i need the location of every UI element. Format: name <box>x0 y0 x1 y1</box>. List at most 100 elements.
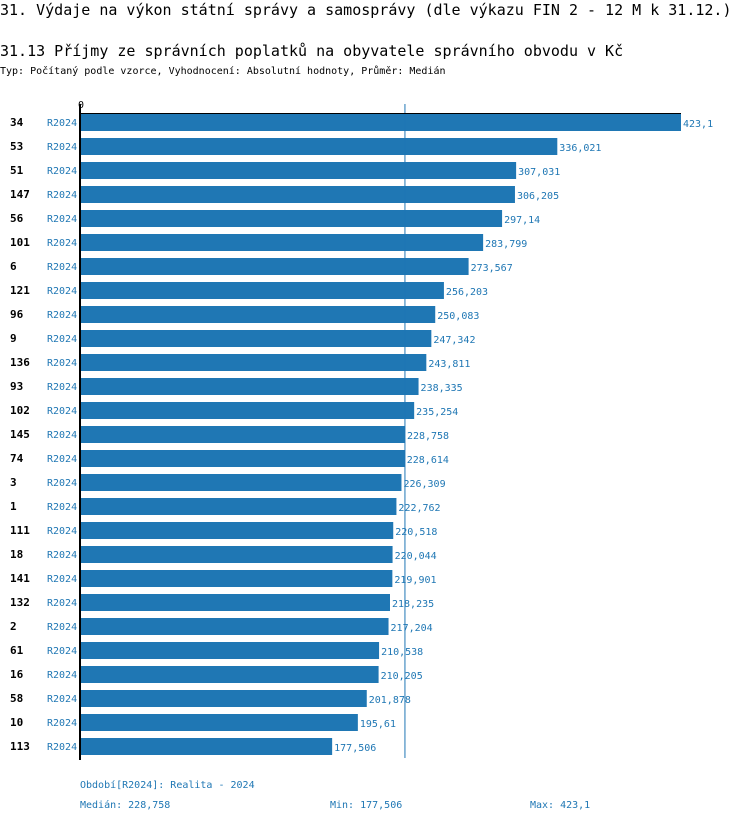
category-label: 18 <box>10 548 23 561</box>
series-label: R2024 <box>47 742 77 753</box>
series-label: R2024 <box>47 694 77 705</box>
category-label: 9 <box>10 332 17 345</box>
bar <box>80 306 436 323</box>
footer-median: Medián: 228,758 <box>80 799 170 811</box>
series-label: R2024 <box>47 382 77 393</box>
value-label: 210,538 <box>381 647 423 658</box>
series-label: R2024 <box>47 598 77 609</box>
bar <box>80 618 389 635</box>
category-label: 132 <box>10 596 30 609</box>
bar <box>80 162 517 179</box>
series-label: R2024 <box>47 190 77 201</box>
bar <box>80 402 415 419</box>
category-label: 10 <box>10 716 23 729</box>
value-label: 217,204 <box>391 623 433 634</box>
bar <box>80 114 681 131</box>
category-label: 113 <box>10 740 30 753</box>
category-label: 93 <box>10 380 23 393</box>
category-label: 111 <box>10 524 30 537</box>
bar <box>80 522 394 539</box>
series-label: R2024 <box>47 478 77 489</box>
bar <box>80 714 358 731</box>
series-label: R2024 <box>47 502 77 513</box>
category-label: 3 <box>10 476 17 489</box>
series-label: R2024 <box>47 286 77 297</box>
value-label: 219,901 <box>394 575 436 586</box>
series-label: R2024 <box>47 574 77 585</box>
category-label: 16 <box>10 668 24 681</box>
value-label: 210,205 <box>381 671 423 682</box>
footer-period: Období[R2024]: Realita - 2024 <box>80 779 255 791</box>
category-label: 56 <box>10 212 24 225</box>
axis-zero-label: 0 <box>78 100 84 111</box>
series-label: R2024 <box>47 166 77 177</box>
value-label: 238,335 <box>421 383 463 394</box>
category-label: 96 <box>10 308 24 321</box>
footer-min: Min: 177,506 <box>330 800 402 811</box>
category-label: 6 <box>10 260 17 273</box>
bar <box>80 450 405 467</box>
bar <box>80 234 484 251</box>
value-label: 201,878 <box>369 695 411 706</box>
bar <box>80 282 444 299</box>
value-label: 235,254 <box>416 407 458 418</box>
bar <box>80 546 393 563</box>
value-label: 283,799 <box>485 239 527 250</box>
value-label: 220,518 <box>395 527 437 538</box>
bar <box>80 258 469 275</box>
series-label: R2024 <box>47 118 77 129</box>
bar <box>80 354 427 371</box>
value-label: 306,205 <box>517 191 559 202</box>
bar <box>80 498 397 515</box>
category-label: 51 <box>10 164 24 177</box>
category-label: 136 <box>10 356 30 369</box>
category-label: 141 <box>10 572 30 585</box>
series-label: R2024 <box>47 406 77 417</box>
category-label: 53 <box>10 140 23 153</box>
series-label: R2024 <box>47 430 77 441</box>
chart-title: 31.13 Příjmy ze správních poplatků na ob… <box>0 42 624 60</box>
value-label: 218,235 <box>392 599 434 610</box>
value-label: 423,1 <box>683 119 713 130</box>
series-label: R2024 <box>47 454 77 465</box>
bar <box>80 426 405 443</box>
series-label: R2024 <box>47 358 77 369</box>
series-label: R2024 <box>47 550 77 561</box>
bar <box>80 570 393 587</box>
value-label: 247,342 <box>433 335 475 346</box>
category-label: 58 <box>10 692 23 705</box>
bar <box>80 642 380 659</box>
series-label: R2024 <box>47 334 77 345</box>
value-label: 222,762 <box>398 503 440 514</box>
category-label: 147 <box>10 188 30 201</box>
series-label: R2024 <box>47 262 77 273</box>
bar <box>80 378 419 395</box>
series-label: R2024 <box>47 238 77 249</box>
category-label: 145 <box>10 428 30 441</box>
category-label: 102 <box>10 404 30 417</box>
category-label: 34 <box>10 116 24 129</box>
category-label: 101 <box>10 236 30 249</box>
series-label: R2024 <box>47 214 77 225</box>
category-label: 1 <box>10 500 17 513</box>
category-label: 121 <box>10 284 30 297</box>
value-label: 228,758 <box>407 431 449 442</box>
value-label: 177,506 <box>334 743 376 754</box>
category-label: 61 <box>10 644 24 657</box>
bar <box>80 210 503 227</box>
series-label: R2024 <box>47 142 77 153</box>
series-label: R2024 <box>47 718 77 729</box>
value-label: 228,614 <box>407 455 449 466</box>
value-label: 297,14 <box>504 215 540 226</box>
bar <box>80 690 367 707</box>
category-label: 2 <box>10 620 17 633</box>
bar <box>80 738 333 755</box>
value-label: 336,021 <box>559 143 601 154</box>
category-label: 74 <box>10 452 24 465</box>
bar <box>80 186 515 203</box>
bar <box>80 138 558 155</box>
chart-info: Typ: Počítaný podle vzorce, Vyhodnocení:… <box>0 66 446 77</box>
value-label: 250,083 <box>437 311 479 322</box>
value-label: 273,567 <box>471 263 513 274</box>
